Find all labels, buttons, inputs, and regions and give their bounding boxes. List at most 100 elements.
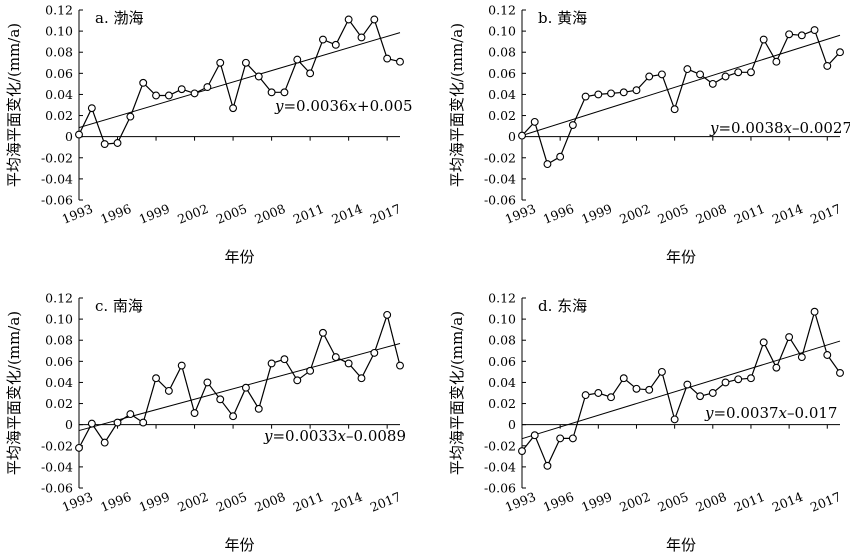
- y-tick-label: 0.12: [488, 291, 516, 306]
- y-tick-label: 0.08: [488, 333, 516, 348]
- data-point: [734, 68, 743, 77]
- data-point: [696, 392, 705, 401]
- equation-part: =0.0036: [283, 97, 348, 115]
- data-point: [396, 361, 404, 370]
- data-point: [396, 57, 404, 66]
- y-tick-label: -0.02: [41, 150, 73, 165]
- y-tick-label: -0.04: [484, 171, 516, 186]
- data-point: [319, 328, 327, 337]
- x-axis-title: 年份: [666, 248, 696, 266]
- data-point: [164, 91, 173, 100]
- data-point: [581, 92, 590, 101]
- data-point: [670, 105, 679, 114]
- data-point: [280, 88, 289, 97]
- data-point: [177, 361, 186, 370]
- trend-equation: y=0.0037x–0.017: [704, 404, 837, 422]
- data-point: [75, 443, 83, 452]
- data-point: [357, 33, 366, 42]
- equation-part: x: [779, 404, 788, 422]
- x-tick-label: 2017: [808, 201, 843, 227]
- data-point: [594, 389, 603, 397]
- data-point: [229, 412, 238, 421]
- data-point: [370, 348, 379, 357]
- data-point: [721, 378, 730, 387]
- x-tick-label: 1996: [541, 201, 576, 227]
- x-tick-label: 2002: [175, 201, 210, 227]
- y-tick-label: 0.04: [45, 87, 73, 102]
- x-tick-label: 2008: [252, 489, 287, 515]
- data-point: [306, 69, 315, 78]
- y-tick-label: 0.06: [488, 66, 516, 81]
- data-point: [518, 447, 526, 456]
- equation-part: x: [349, 97, 358, 115]
- data-point: [383, 54, 392, 63]
- data-point: [139, 78, 148, 87]
- data-point: [254, 404, 263, 413]
- x-tick-label: 2008: [694, 201, 729, 227]
- equation-part: y: [263, 427, 273, 445]
- data-point: [823, 61, 832, 70]
- data-point: [293, 376, 302, 385]
- data-point: [383, 310, 392, 319]
- x-tick-label: 1996: [98, 201, 133, 227]
- y-tick-label: -0.04: [41, 459, 73, 474]
- trend-line: [521, 34, 841, 136]
- data-point: [747, 374, 755, 383]
- y-tick-label: 0.06: [45, 354, 73, 369]
- data-point: [747, 68, 755, 77]
- data-point: [87, 419, 96, 428]
- y-tick-label: -0.04: [484, 459, 516, 474]
- data-point: [607, 89, 615, 98]
- y-tick-label: 0.08: [45, 333, 73, 348]
- equation-part: –0.0089: [346, 427, 406, 445]
- data-point: [126, 410, 135, 419]
- y-tick-label: -0.06: [484, 481, 516, 496]
- data-point: [568, 121, 577, 130]
- x-tick-label: 1996: [541, 489, 576, 515]
- y-tick-label: 0.10: [488, 312, 516, 327]
- y-tick-label: -0.02: [484, 438, 516, 453]
- x-tick-label: 2011: [732, 201, 767, 227]
- x-tick-label: 1999: [137, 489, 172, 515]
- y-tick-label: -0.02: [41, 438, 73, 453]
- x-tick-label: 2011: [291, 489, 326, 515]
- data-point: [190, 89, 199, 98]
- data-point: [657, 70, 666, 79]
- y-tick-label: 0.02: [488, 108, 516, 123]
- data-point: [100, 438, 109, 447]
- equation-part: =0.0037: [713, 404, 778, 422]
- data-point: [241, 383, 250, 392]
- chart-panel: 0.12 0.10 0.08 0.06 0.04 0.02 0 -0.02 -0.04 -0.06…: [448, 291, 844, 554]
- data-point: [772, 363, 781, 372]
- data-point: [657, 367, 666, 376]
- data-point: [293, 55, 302, 64]
- data-point: [344, 359, 353, 368]
- x-tick-label: 2017: [368, 489, 403, 515]
- y-tick-label: -0.06: [484, 193, 516, 208]
- y-tick-label: 0.02: [45, 108, 73, 123]
- trend-line: [78, 343, 401, 432]
- data-point: [543, 160, 552, 169]
- x-axis-title: 年份: [666, 536, 696, 554]
- y-tick-label: 0.12: [488, 3, 516, 18]
- x-tick-label: 2005: [655, 201, 690, 227]
- x-tick-label: 2014: [329, 201, 364, 227]
- data-point: [645, 72, 654, 81]
- data-point: [267, 359, 276, 368]
- x-tick-label: 2002: [617, 201, 652, 227]
- equation-part: y: [709, 119, 719, 137]
- trend-line: [521, 340, 841, 440]
- data-point: [797, 353, 806, 362]
- data-point: [370, 15, 379, 24]
- equation-part: +0.005: [357, 97, 413, 115]
- x-tick-label: 2017: [368, 201, 403, 227]
- data-point: [254, 72, 263, 81]
- data-point: [785, 333, 794, 342]
- y-tick-label: -0.04: [41, 171, 73, 186]
- data-point: [810, 307, 819, 316]
- equation-part: x: [784, 119, 793, 137]
- data-point: [203, 83, 212, 92]
- data-point: [75, 130, 83, 139]
- x-axis-title: 年份: [224, 248, 254, 266]
